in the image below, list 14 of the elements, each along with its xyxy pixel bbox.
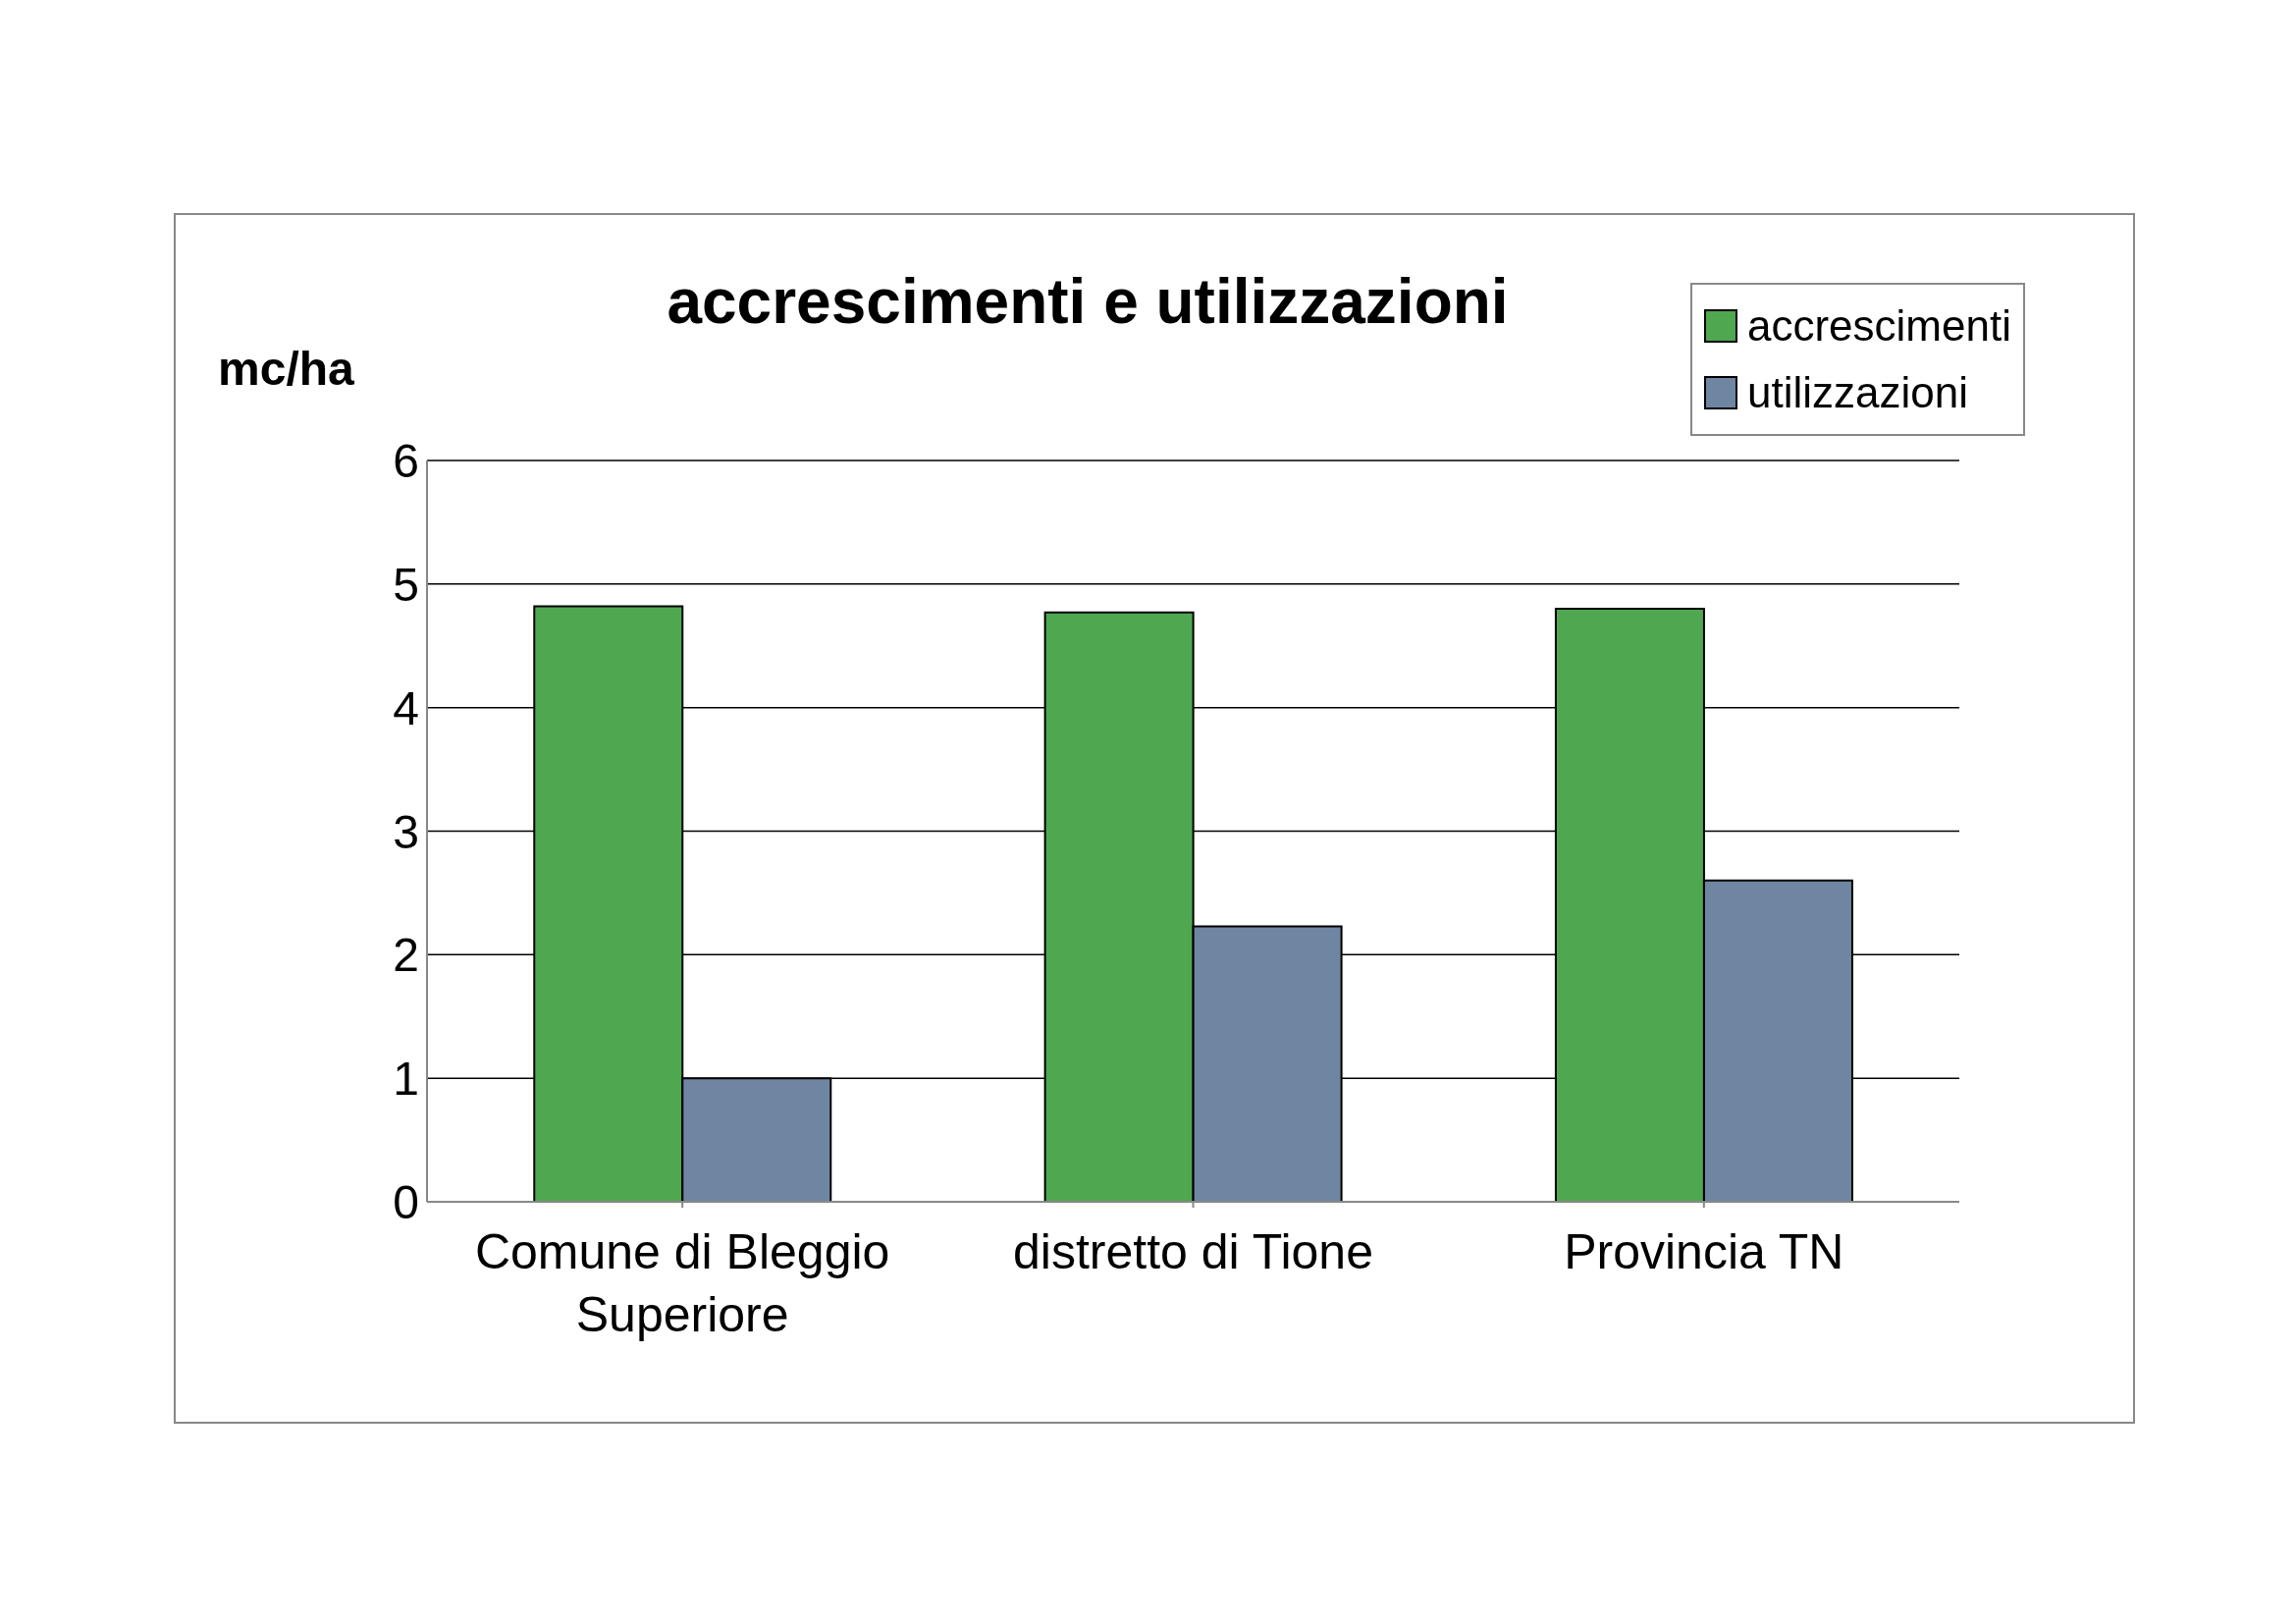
y-tick-label: 2 xyxy=(393,929,419,982)
legend-label: accrescimenti xyxy=(1747,300,2011,352)
y-tick-label: 4 xyxy=(393,681,419,734)
legend-label: utilizzazioni xyxy=(1747,367,1968,418)
y-tick-label: 0 xyxy=(393,1176,419,1229)
x-tick-label: distretto di Tione xyxy=(1013,1224,1373,1279)
chart-title: accrescimenti e utilizzazioni xyxy=(666,265,1510,338)
x-tick-label: Comune di Bleggio Superiore xyxy=(474,1224,890,1342)
y-tick-label: 5 xyxy=(393,558,419,611)
y-tick-label: 3 xyxy=(393,805,419,858)
y-tick-label: 1 xyxy=(393,1053,419,1106)
x-tick-label: Provincia TN xyxy=(1564,1224,1844,1279)
y-tick-label: 6 xyxy=(393,435,419,488)
y-axis-title: mc/ha xyxy=(218,342,354,396)
